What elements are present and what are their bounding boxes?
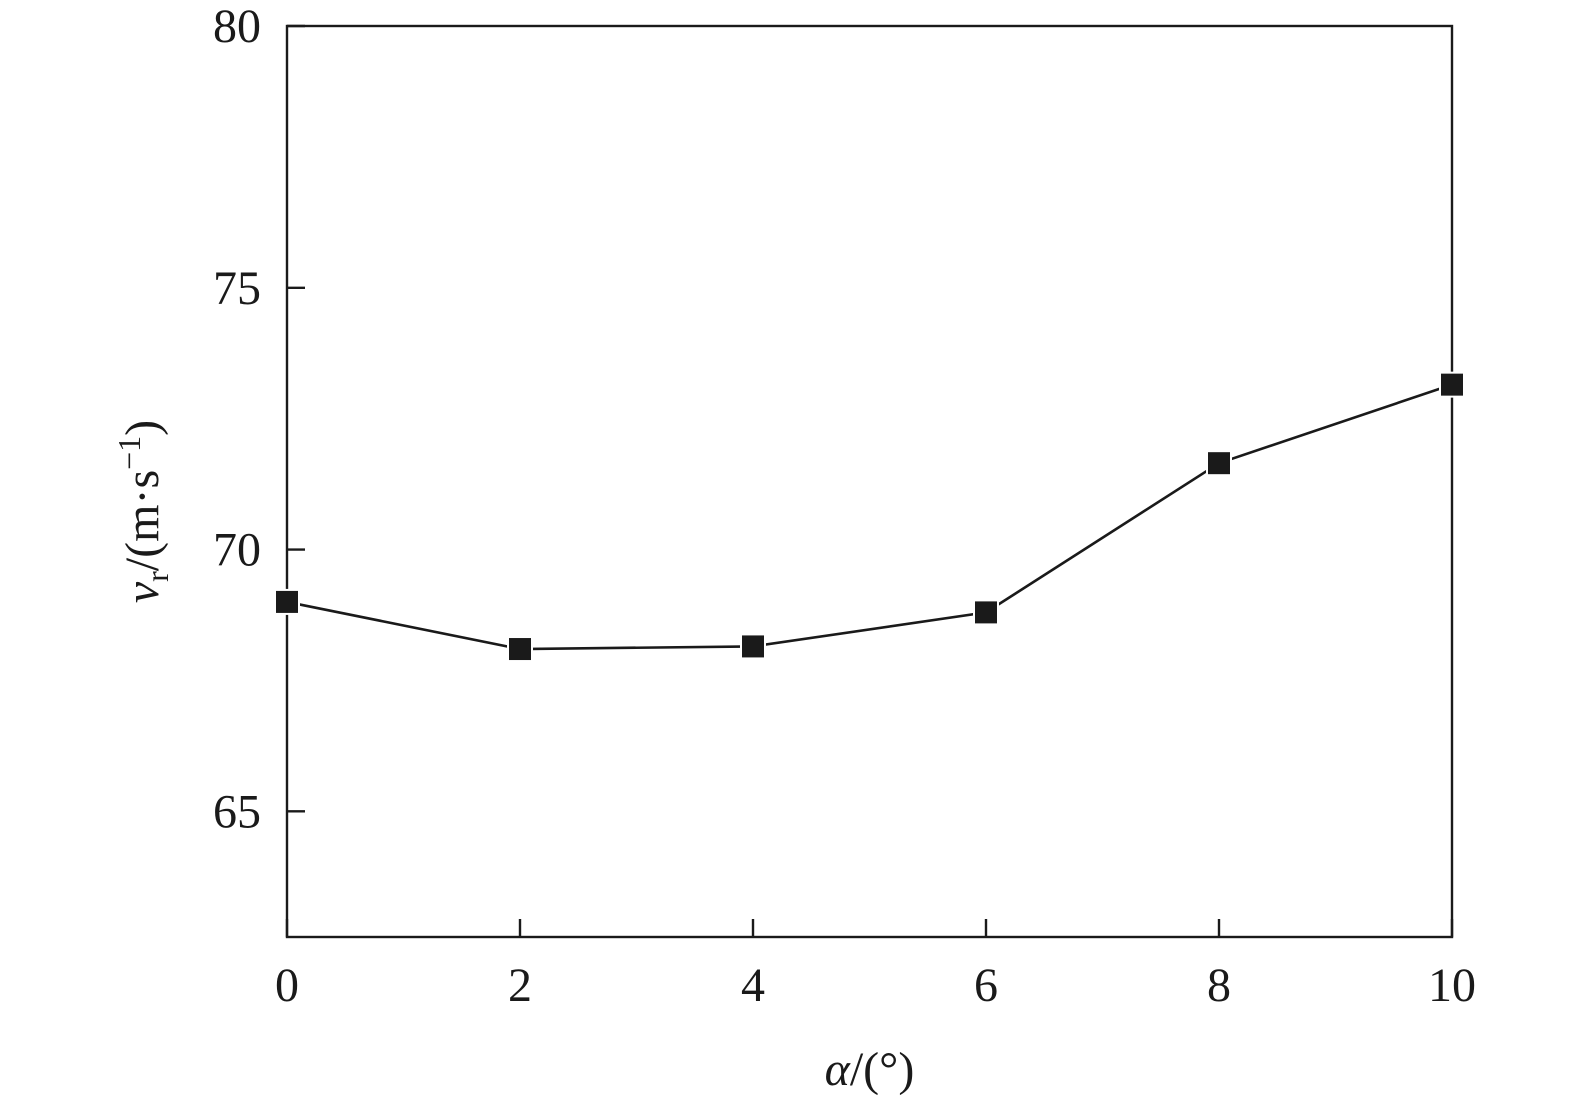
y-axis-ticks: 65 70 75 80 <box>213 0 305 838</box>
x-axis-label: α/(°) <box>825 1043 915 1096</box>
y-axis-unit-post: ) <box>116 420 169 436</box>
plot-frame <box>285 24 1454 939</box>
y-tick-label: 80 <box>213 0 261 53</box>
x-tick-label: 2 <box>508 959 532 1012</box>
y-axis-subscript: r <box>139 571 175 582</box>
data-point-marker <box>1439 371 1465 398</box>
data-point-marker <box>507 636 533 663</box>
data-point-marker <box>274 588 300 615</box>
x-axis-symbol: α <box>825 1043 851 1096</box>
y-tick-label: 65 <box>213 785 261 838</box>
y-axis-label: vr/(m·s−1) <box>111 420 175 603</box>
data-point-marker <box>740 633 766 660</box>
x-tick-label: 8 <box>1207 959 1231 1012</box>
x-tick-label: 10 <box>1428 959 1476 1012</box>
x-axis-ticks: 0 2 4 6 8 10 <box>275 919 1476 1012</box>
x-tick-label: 0 <box>275 959 299 1012</box>
x-tick-label: 6 <box>974 959 998 1012</box>
y-axis-unit-pre: /(m·s <box>116 470 169 571</box>
y-axis-superscript: −1 <box>111 436 147 470</box>
y-tick-label: 75 <box>213 262 261 315</box>
series-group <box>274 371 1465 663</box>
y-tick-label: 70 <box>213 524 261 577</box>
x-axis-unit: /(°) <box>850 1043 915 1096</box>
y-axis-symbol: v <box>116 581 169 603</box>
data-point-marker <box>1206 450 1232 477</box>
series-line <box>286 383 1453 651</box>
x-tick-label: 4 <box>741 959 765 1012</box>
data-point-marker <box>973 599 999 626</box>
